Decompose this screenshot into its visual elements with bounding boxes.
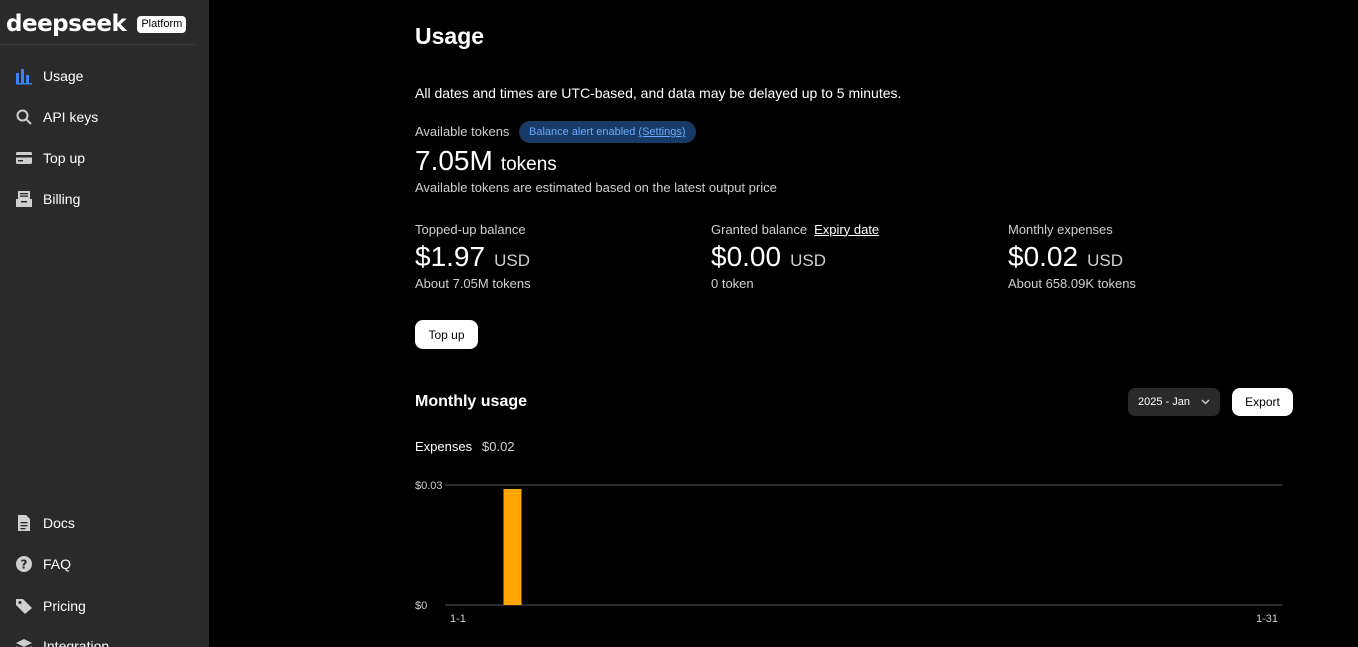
balance-amount: $0.02 — [1008, 241, 1079, 272]
layers-icon — [15, 637, 33, 647]
balance-currency: USD — [494, 251, 530, 270]
export-button[interactable]: Export — [1232, 388, 1293, 416]
search-icon — [15, 108, 33, 126]
logo-wordmark: deepseek — [6, 11, 127, 37]
sidebar-item-label: Usage — [43, 68, 84, 84]
balance-currency: USD — [1087, 251, 1123, 270]
available-tokens-unit: tokens — [500, 154, 557, 175]
granted-balance: Granted balance Expiry date $0.00 USD 0 … — [711, 221, 880, 292]
card-icon — [15, 149, 33, 167]
balance-tokens: 0 token — [711, 276, 754, 291]
sidebar: deepseek Platform Usage API keys Top up … — [0, 0, 209, 647]
available-tokens-amount: 7.05M — [415, 145, 493, 176]
x-tick-label: 1-1 — [450, 613, 466, 625]
expenses-label: Expenses — [415, 439, 473, 454]
sidebar-item-label: Top up — [43, 150, 86, 166]
utc-notice: All dates and times are UTC-based, and d… — [415, 85, 902, 101]
sidebar-item-label: API keys — [43, 109, 99, 125]
balance-alert-text: Balance alert enabled — [529, 126, 636, 138]
billing-icon — [15, 190, 33, 208]
y-tick-label: $0 — [415, 600, 427, 612]
balance-amount: $1.97 — [415, 241, 486, 272]
bar-1-3 — [503, 489, 522, 605]
sidebar-item-label: Pricing — [43, 598, 86, 614]
sidebar-item-pricing[interactable]: Pricing — [15, 594, 86, 618]
sidebar-divider — [0, 44, 195, 45]
balance-label: Granted balance — [711, 221, 808, 237]
balance-label: Topped-up balance — [415, 221, 526, 237]
main-content: Usage All dates and times are UTC-based,… — [209, 0, 1358, 647]
page-title: Usage — [415, 23, 485, 49]
monthly-usage-chart: $0 $0.03 1-1 1-31 — [415, 480, 1282, 625]
balance-tokens: About 7.05M tokens — [415, 276, 531, 291]
question-icon: ? — [15, 555, 33, 573]
bar-chart-icon — [15, 67, 33, 85]
available-tokens-label: Available tokens — [415, 124, 510, 139]
sidebar-item-usage[interactable]: Usage — [15, 64, 83, 88]
balance-amount: $0.00 — [711, 241, 782, 272]
settings-link[interactable]: (Settings) — [638, 126, 686, 138]
sidebar-item-integration[interactable]: Integration — [15, 634, 109, 647]
expiry-date-link[interactable]: Expiry date — [814, 221, 880, 237]
platform-badge: Platform — [137, 15, 187, 33]
document-icon — [15, 514, 33, 532]
x-tick-label: 1-31 — [1256, 613, 1278, 625]
sidebar-item-faq[interactable]: ? FAQ — [15, 552, 71, 576]
monthly-usage-title: Monthly usage — [415, 393, 528, 410]
balance-currency: USD — [790, 251, 826, 270]
sidebar-item-label: Integration — [43, 638, 110, 647]
sidebar-item-billing[interactable]: Billing — [15, 187, 80, 211]
sidebar-item-label: Billing — [43, 191, 81, 207]
y-tick-label: $0.03 — [415, 480, 443, 492]
available-tokens-value: 7.05M tokens — [415, 145, 557, 177]
sidebar-item-top-up[interactable]: Top up — [15, 146, 85, 170]
logo[interactable]: deepseek Platform — [6, 4, 187, 44]
top-up-button[interactable]: Top up — [415, 320, 478, 349]
expenses-value: $0.02 — [482, 439, 515, 454]
topped-up-balance: Topped-up balance $1.97 USD About 7.05M … — [415, 221, 531, 292]
month-select-value: 2025 - Jan — [1138, 396, 1190, 408]
sidebar-item-label: Docs — [43, 515, 75, 531]
tag-icon — [15, 597, 33, 615]
sidebar-item-docs[interactable]: Docs — [15, 511, 75, 535]
balance-tokens: About 658.09K tokens — [1008, 276, 1136, 291]
month-select[interactable]: 2025 - Jan — [1128, 388, 1220, 416]
svg-text:?: ? — [21, 558, 28, 572]
available-tokens-note: Available tokens are estimated based on … — [415, 180, 777, 195]
chevron-down-icon — [1200, 396, 1211, 410]
balance-label: Monthly expenses — [1008, 221, 1113, 237]
sidebar-item-api-keys[interactable]: API keys — [15, 105, 98, 129]
monthly-expenses: Monthly expenses $0.02 USD About 658.09K… — [1008, 221, 1136, 292]
sidebar-item-label: FAQ — [43, 556, 72, 572]
balance-alert-badge[interactable]: Balance alert enabled (Settings) — [519, 121, 696, 143]
